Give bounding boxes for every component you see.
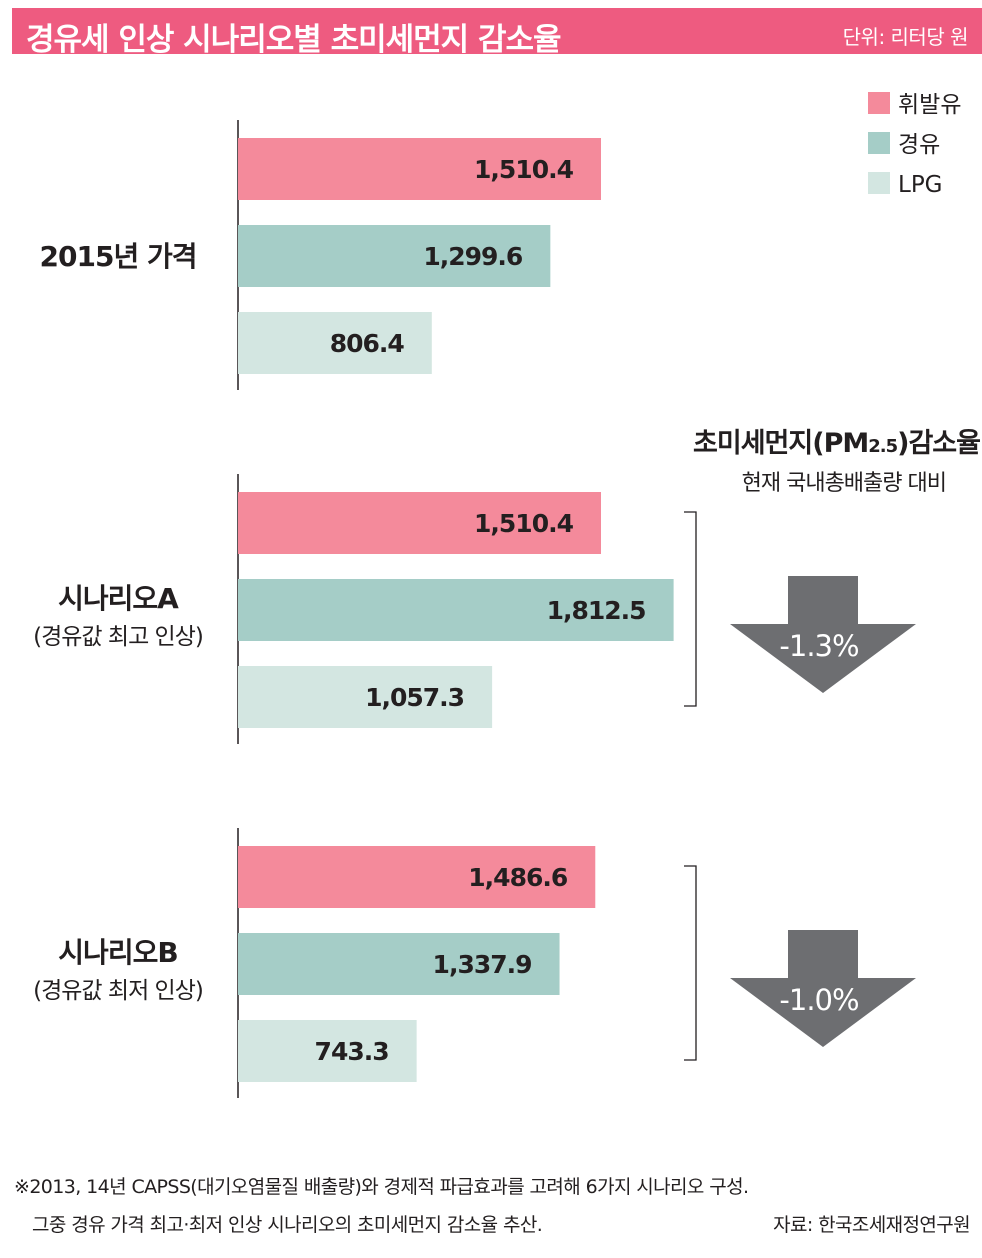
bar-0-2 [238,312,432,374]
down-arrow-icon [730,576,916,693]
bar-0-1 [238,225,551,287]
bar-2-0 [238,846,596,908]
bar-group-0: 1,510.4 1,299.6 806.4 2015년 가격 [40,120,601,390]
source-credit: 자료: 한국조세재정연구원 [773,1214,971,1236]
legend-label-2: LPG [898,172,943,198]
footnote-line-2: 그중 경유 가격 최고·최저 인상 시나리오의 초미세먼지 감소율 추산. [32,1214,543,1236]
bar-value-label: 806.4 [330,329,405,358]
bar-value-label: 1,337.9 [433,950,532,979]
bar-group-2: 1,486.6 1,337.9 743.3 시나리오B (경유값 최저 인상) -1.0% [33,828,916,1098]
legend-label-1: 경유 [898,132,940,158]
header-banner: 경유세 인상 시나리오별 초미세먼지 감소율 단위: 리터당 원 [12,8,982,58]
bar-0-0 [238,138,601,200]
bar-2-2 [238,1020,417,1082]
bar-value-label: 1,510.4 [474,509,574,538]
pm-subtitle: 현재 국내총배출량 대비 [742,471,946,496]
legend-label-0: 휘발유 [898,92,961,118]
category-label: 2015년 가격 [40,240,197,273]
bar-1-0 [238,492,601,554]
unit-label: 단위: 리터당 원 [842,25,969,49]
bar-1-1 [238,579,674,641]
bar-value-label: 1,486.6 [468,863,568,892]
down-arrow-icon [730,930,916,1047]
chart-title: 경유세 인상 시나리오별 초미세먼지 감소율 [26,22,562,58]
legend-swatch-0 [868,92,890,114]
bar-groups: 1,510.4 1,299.6 806.4 2015년 가격 1,510.4 1,812.… [33,120,916,1098]
bar-2-1 [238,933,560,995]
bar-1-2 [238,666,493,728]
bar-group-1: 1,510.4 1,812.5 1,057.3 시나리오A (경유값 최고 인상) -1.… [33,474,916,744]
reduction-label: -1.0% [779,983,858,1017]
bracket [684,511,697,707]
legend-swatch-2 [868,172,890,194]
pm-reduction-panel: 초미세먼지(PM2.5)감소율 현재 국내총배출량 대비 [693,428,981,496]
category-label: 시나리오B [58,936,177,969]
bar-value-label: 1,057.3 [365,683,464,712]
category-subtitle: (경유값 최고 인상) [33,624,203,650]
bracket [684,865,697,1061]
bar-value-label: 1,812.5 [547,596,646,625]
bar-value-label: 1,299.6 [423,242,523,271]
legend-swatch-1 [868,132,890,154]
category-subtitle: (경유값 최저 인상) [33,978,203,1004]
pm-title: 초미세먼지(PM2.5)감소율 [693,428,980,459]
footnote-line-1: ※2013, 14년 CAPSS(대기오염물질 배출량)와 경제적 파급효과를 … [14,1176,749,1198]
reduction-label: -1.3% [779,629,858,663]
category-label: 시나리오A [58,582,179,615]
bar-value-label: 743.3 [315,1037,389,1066]
bar-value-label: 1,510.4 [474,155,574,184]
